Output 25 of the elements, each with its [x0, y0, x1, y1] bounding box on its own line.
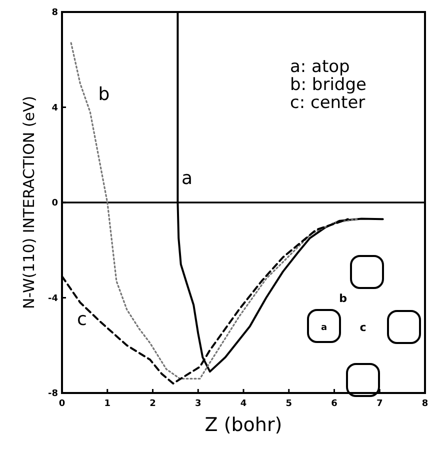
x-tick-label: 6 — [331, 399, 338, 409]
y-axis-title: N-W(110) INTERACTION (eV) — [20, 96, 38, 310]
annotation: b: bridge — [290, 75, 366, 95]
y-tick-label: 0 — [52, 198, 58, 208]
x-axis-title: Z (bohr) — [204, 414, 282, 436]
annotation: b — [339, 292, 348, 305]
annotation: a: atop — [290, 57, 350, 77]
annotation: c: center — [290, 93, 366, 113]
annotation: a — [181, 168, 193, 189]
y-tick-label: -4 — [48, 294, 58, 304]
x-tick-label: 4 — [240, 399, 247, 409]
annotation: c — [77, 309, 87, 330]
y-tick-label: -8 — [48, 389, 58, 399]
x-tick-label: 7 — [376, 399, 383, 409]
x-tick-label: 2 — [150, 399, 156, 409]
y-tick-label: 8 — [52, 8, 58, 18]
x-tick-label: 1 — [104, 399, 111, 409]
annotation: c — [360, 321, 366, 334]
x-tick-label: 3 — [194, 399, 202, 409]
annotation: a — [320, 323, 328, 333]
x-tick-label: 8 — [422, 399, 428, 409]
y-tick-label: 4 — [52, 103, 58, 114]
x-tick-label: 0 — [58, 399, 66, 409]
annotation: b — [98, 84, 110, 105]
x-tick-label: 5 — [286, 399, 292, 409]
